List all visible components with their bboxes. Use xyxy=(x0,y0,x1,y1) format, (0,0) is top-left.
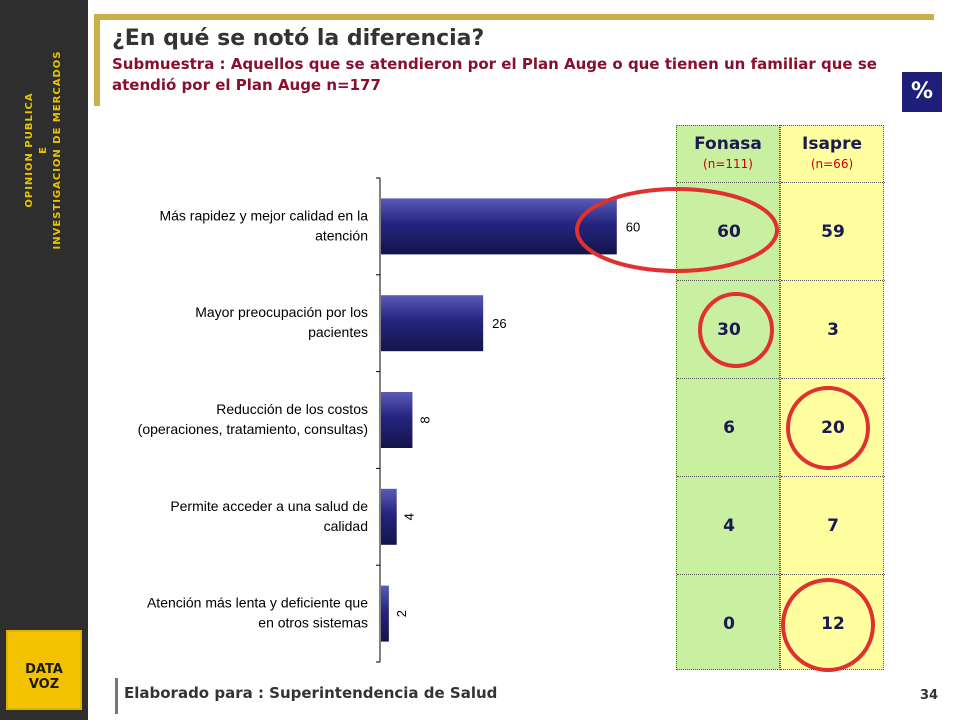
bar xyxy=(381,295,484,352)
category-label: calidad xyxy=(324,518,368,534)
column-fonasa: Fonasa (n=111) 60 30 6 4 0 xyxy=(676,125,781,672)
table-cell: 12 xyxy=(781,574,885,672)
column-n-isapre: (n=66) xyxy=(810,157,854,171)
data-label: 4 xyxy=(402,513,417,520)
bar xyxy=(381,198,617,255)
table-cell: 30 xyxy=(677,280,781,378)
percent-badge: % xyxy=(902,72,942,112)
data-label: 60 xyxy=(626,219,640,234)
column-isapre: Isapre (n=66) 59 3 20 7 12 xyxy=(780,125,885,672)
table-cell: 0 xyxy=(677,574,781,672)
table-cell: 59 xyxy=(781,182,885,280)
category-label: pacientes xyxy=(308,324,368,340)
table-cell: 20 xyxy=(781,378,885,476)
table-cell: 60 xyxy=(677,182,781,280)
bar xyxy=(381,488,397,545)
page-subtitle: Submuestra : Aquellos que se atendieron … xyxy=(112,55,877,94)
data-label: 26 xyxy=(492,316,506,331)
column-header-isapre: Isapre (n=66) xyxy=(781,134,883,171)
data-label: 8 xyxy=(417,416,432,423)
category-label: (operaciones, tratamiento, consultas) xyxy=(138,421,368,437)
logo-text: DATA VOZ xyxy=(25,662,63,692)
footer-text: Elaborado para : Superintendencia de Sal… xyxy=(124,684,498,702)
bar xyxy=(381,392,413,448)
table-cell: 4 xyxy=(677,476,781,574)
footer-divider xyxy=(115,678,118,714)
column-n-fonasa: (n=111) xyxy=(703,157,753,171)
category-label: Atención más lenta y deficiente que xyxy=(147,595,368,611)
category-label: Más rapidez y mejor calidad en la xyxy=(159,207,368,223)
table-cell: 6 xyxy=(677,378,781,476)
category-label: Reducción de los costos xyxy=(216,401,368,417)
page-title: ¿En qué se notó la diferencia? xyxy=(112,26,485,51)
table-cell: 3 xyxy=(781,280,885,378)
datavoz-logo: DATA VOZ xyxy=(6,630,82,710)
sidebar: OPINION PUBLICA E INVESTIGACION DE MERCA… xyxy=(0,0,88,720)
category-label: Mayor preocupación por los xyxy=(195,304,368,320)
column-title-fonasa: Fonasa xyxy=(694,134,762,154)
table-cell: 7 xyxy=(781,476,885,574)
bar xyxy=(381,585,389,642)
column-title-isapre: Isapre xyxy=(802,134,862,154)
category-label: en otros sistemas xyxy=(258,615,368,631)
category-label: atención xyxy=(315,227,368,243)
column-header-fonasa: Fonasa (n=111) xyxy=(677,134,779,171)
category-label: Permite acceder a una salud de xyxy=(170,498,368,514)
page-number: 34 xyxy=(920,688,939,703)
title-frame xyxy=(94,14,934,106)
data-label: 2 xyxy=(394,610,409,617)
